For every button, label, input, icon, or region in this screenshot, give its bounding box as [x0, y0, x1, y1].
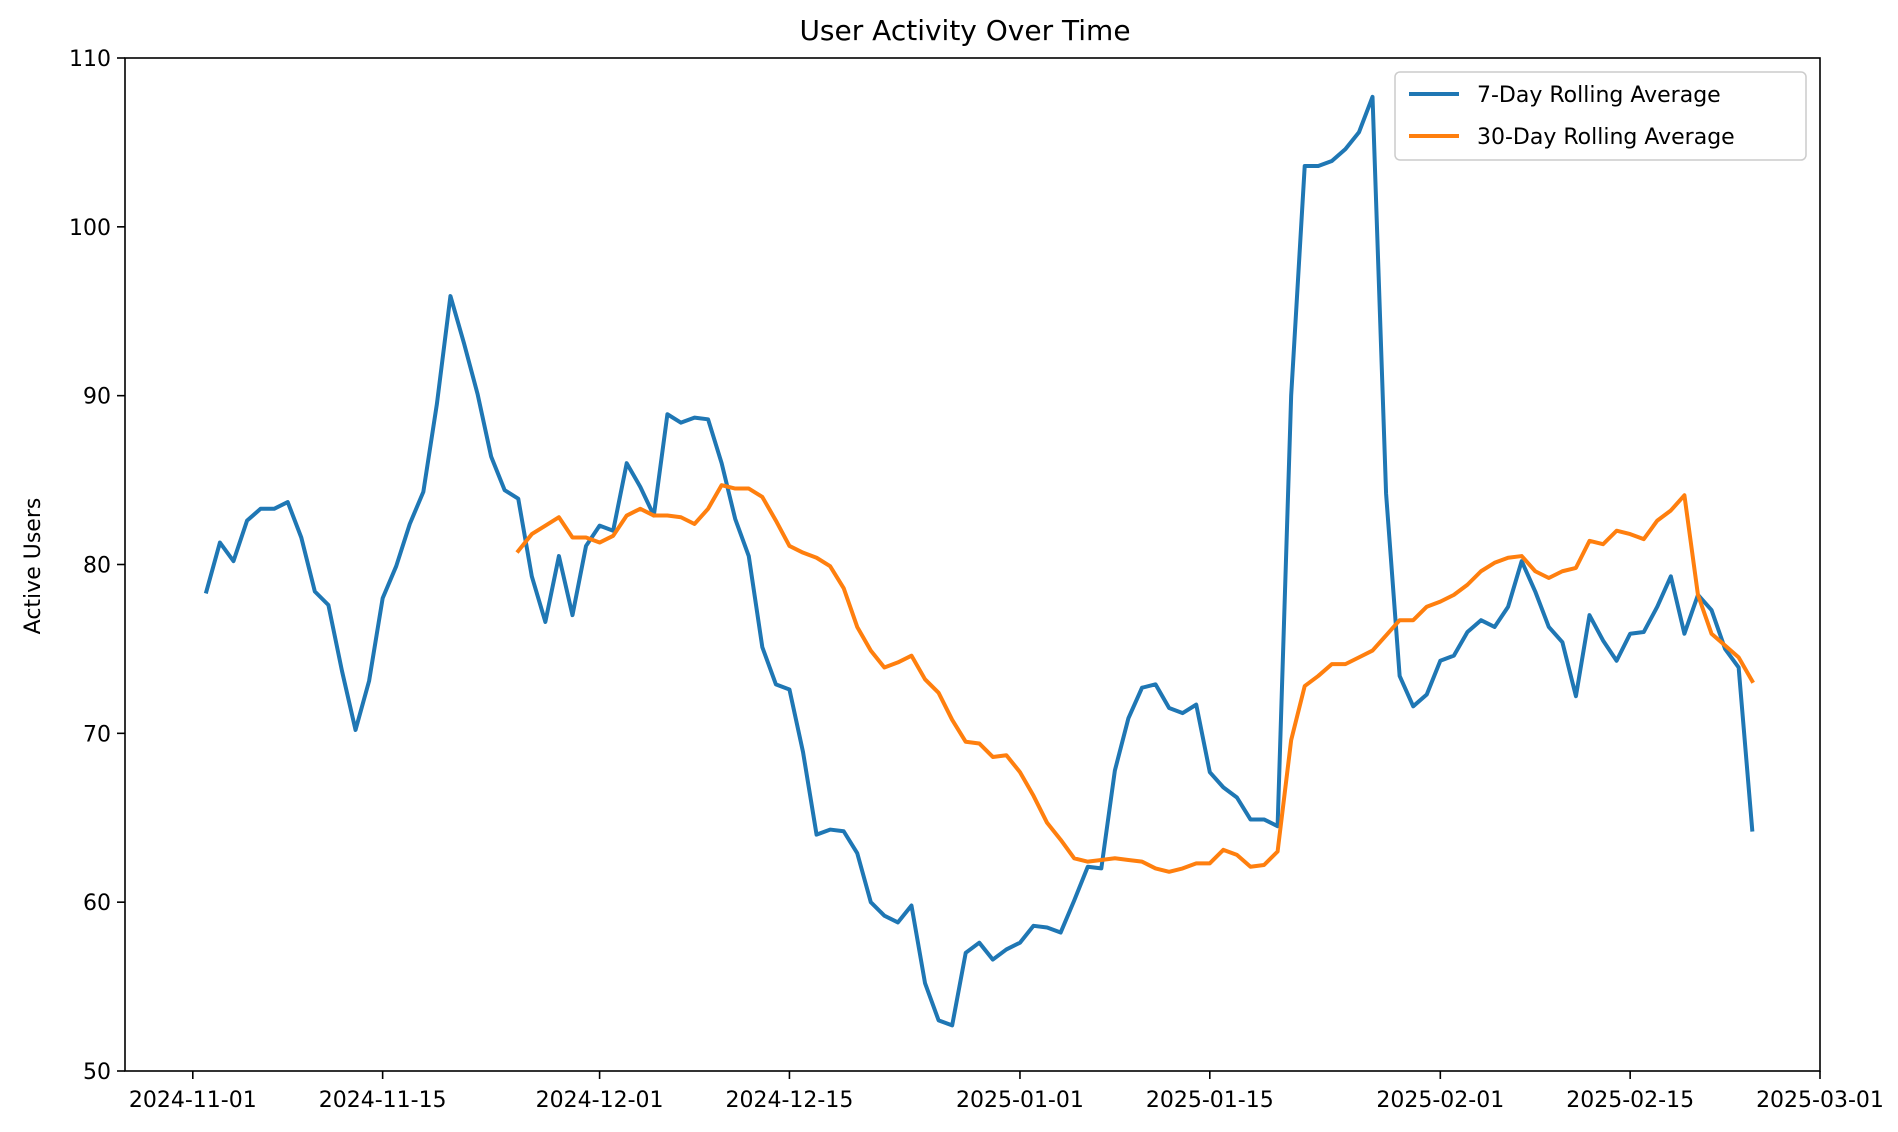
- legend-entry: 7-Day Rolling Average: [1477, 83, 1721, 108]
- series-line-30-day: [515, 483, 1755, 874]
- legend-box: [1394, 71, 1807, 161]
- legend-entry: 30-Day Rolling Average: [1477, 125, 1735, 150]
- x-tick-label: 2024-11-01: [129, 1088, 257, 1113]
- y-tick-label: 70: [83, 722, 111, 747]
- x-tick-label: 2025-02-15: [1566, 1088, 1694, 1113]
- x-tick-label: 2025-01-01: [956, 1088, 1084, 1113]
- x-tick-label: 2025-03-01: [1756, 1088, 1884, 1113]
- x-tick-label: 2025-02-01: [1376, 1088, 1504, 1113]
- y-tick-label: 100: [69, 216, 111, 241]
- y-tick-label: 60: [83, 891, 111, 916]
- legend: 7-Day Rolling Average 30-Day Rolling Aver…: [1394, 71, 1807, 161]
- y-tick-label: 50: [83, 1060, 111, 1085]
- y-tick-label: 80: [83, 554, 111, 579]
- x-tick-label: 2024-12-15: [726, 1088, 854, 1113]
- series-line-7-day: [203, 94, 1755, 1028]
- y-axis-label: Active Users: [21, 498, 46, 635]
- plot-frame: [124, 57, 1821, 1072]
- y-tick-label: 90: [83, 385, 111, 410]
- chart-title: User Activity Over Time: [799, 14, 1130, 47]
- x-tick-label: 2024-11-15: [319, 1088, 447, 1113]
- axes-layer: 50 60 70 80 90 100 110 2024-11-01 2024-11-15 2024…: [69, 47, 1884, 1113]
- series-layer: [203, 94, 1755, 1028]
- y-tick-label: 110: [69, 47, 111, 72]
- x-tick-label: 2025-01-15: [1146, 1088, 1274, 1113]
- x-tick-label: 2024-12-01: [536, 1088, 664, 1113]
